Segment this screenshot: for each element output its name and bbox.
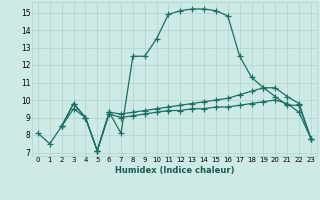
X-axis label: Humidex (Indice chaleur): Humidex (Indice chaleur) <box>115 166 234 175</box>
